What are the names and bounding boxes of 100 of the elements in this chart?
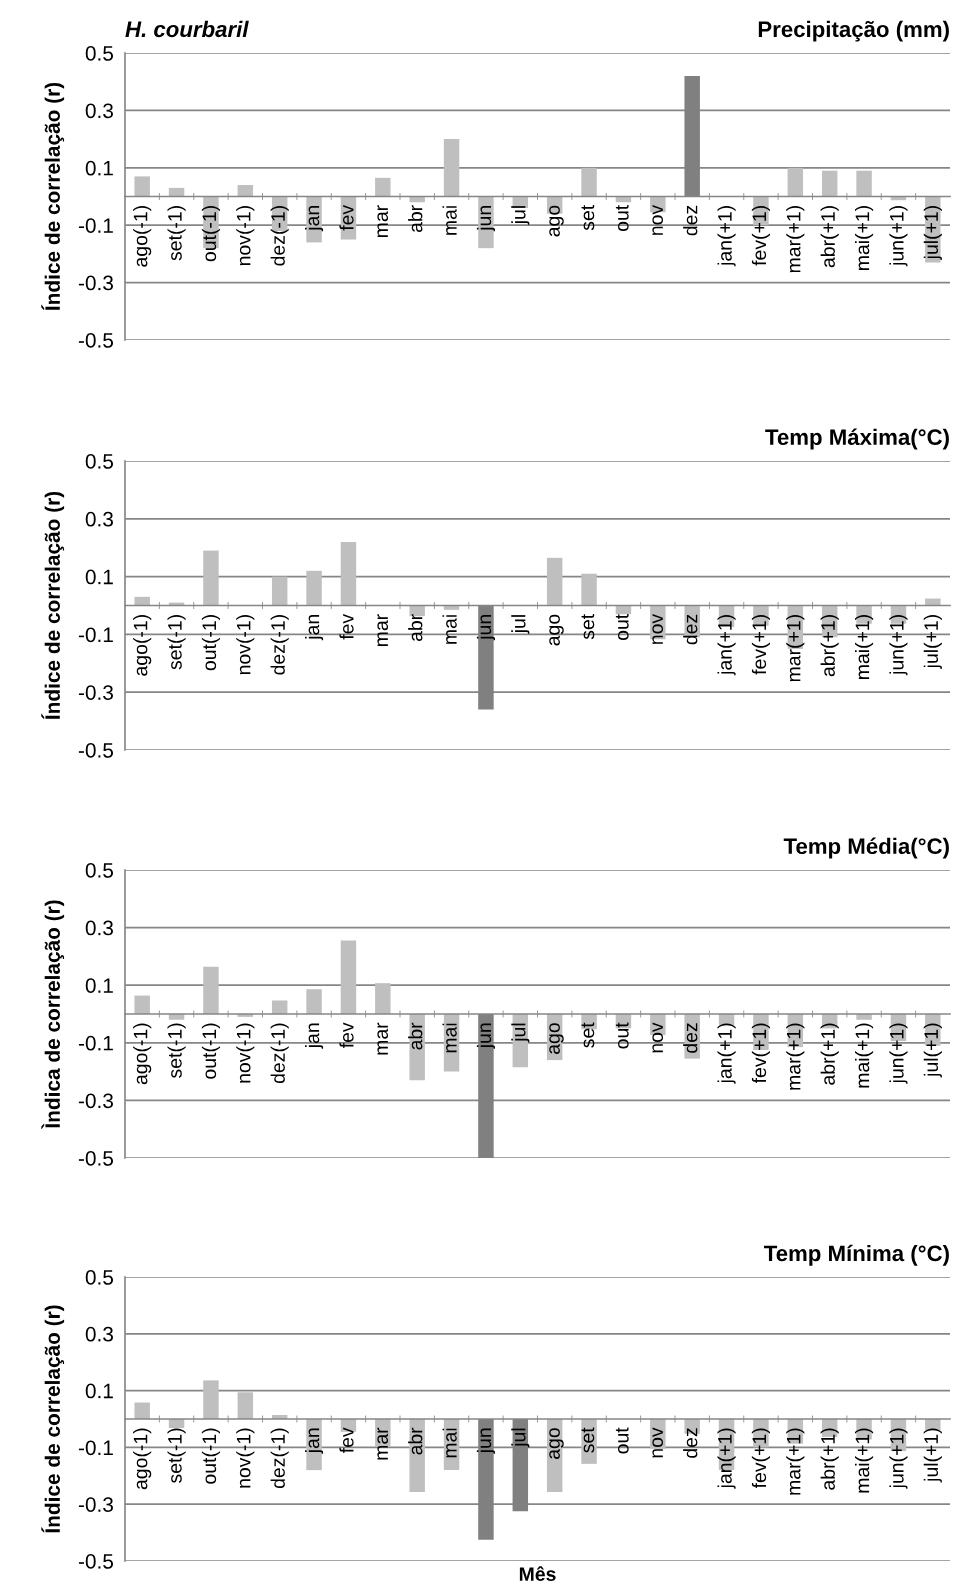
bar <box>134 1402 150 1419</box>
x-tick-label: fev(+1) <box>751 206 770 266</box>
y-tick-label: -0.1 <box>78 218 113 233</box>
y-tick-label: 0.1 <box>85 160 113 176</box>
bar <box>821 170 838 197</box>
chart-subtitle: H. courbaril <box>125 20 249 38</box>
bar <box>546 557 563 606</box>
bar <box>306 570 322 606</box>
x-tick-label: abr <box>408 205 423 233</box>
x-tick-label: set <box>581 1427 595 1453</box>
x-tick-label: dez(-1) <box>270 1428 289 1489</box>
bar <box>443 605 460 610</box>
chart-title: Temp Média(°C) <box>783 837 949 859</box>
x-tick-label: mai(+1) <box>855 206 874 270</box>
y-tick-label: -0.5 <box>78 333 114 348</box>
bar <box>134 596 150 606</box>
x-tick-label: mai <box>442 615 457 644</box>
x-tick-label: fev <box>339 1022 354 1048</box>
x-tick-label: abr <box>408 1022 423 1050</box>
x-tick-label: dez <box>683 1428 698 1458</box>
x-tick-label: mar <box>377 1427 389 1460</box>
chart-title: Temp Mínima (°C) <box>764 1244 949 1266</box>
x-tick-label: jul(+1) <box>923 1023 942 1078</box>
y-tick-label: 0.5 <box>85 863 114 878</box>
y-tick-label: -0.5 <box>78 1151 114 1166</box>
x-tick-label: ago(-1) <box>133 1023 152 1085</box>
bar <box>237 185 254 197</box>
x-tick-label: jul <box>511 206 530 225</box>
x-tick-label: fev(+1) <box>751 615 770 675</box>
x-tick-label: jan <box>305 1023 324 1049</box>
bar <box>856 170 872 197</box>
x-tick-label: fev(+1) <box>751 1428 770 1489</box>
x-tick-label: ago <box>549 205 564 237</box>
chart-title: Temp Máxima(°C) <box>765 428 949 450</box>
bar <box>409 1014 425 1081</box>
y-axis-title: Índice de correlação (r) <box>41 491 65 720</box>
x-tick-label: jun(+1) <box>889 615 908 676</box>
x-axis-title: Mês <box>519 1566 556 1581</box>
x-tick-label: mar(+1) <box>786 206 805 273</box>
x-tick-label: jul(+1) <box>923 615 942 669</box>
bar <box>203 550 219 606</box>
bar <box>134 176 150 197</box>
x-tick-label: mar(+1) <box>786 1023 805 1090</box>
x-tick-label: ago <box>549 1428 564 1459</box>
x-tick-label: mai <box>442 206 457 235</box>
bar <box>478 196 494 249</box>
x-tick-label: mai(+1) <box>855 615 874 679</box>
x-tick-label: abr <box>408 614 423 642</box>
y-tick-label: 0.5 <box>85 46 114 61</box>
y-tick-label: 0.5 <box>85 454 114 469</box>
x-tick-label: mai(+1) <box>855 1023 874 1088</box>
x-tick-label: set(-1) <box>167 1428 186 1483</box>
x-tick-label: jun(+1) <box>889 206 908 267</box>
x-tick-label: nov <box>652 613 664 644</box>
x-tick-label: out(-1) <box>201 1428 220 1484</box>
x-tick-label: dez <box>683 614 698 645</box>
x-tick-label: mar(+1) <box>786 1428 805 1495</box>
bar <box>203 1380 219 1419</box>
x-tick-label: jun(+1) <box>889 1023 908 1084</box>
x-tick-label: dez(-1) <box>270 615 289 675</box>
y-tick-label: 0.3 <box>85 103 113 119</box>
x-tick-label: set(-1) <box>167 206 186 261</box>
x-tick-label: jan <box>305 615 324 641</box>
bar <box>340 541 357 606</box>
x-tick-label: nov(-1) <box>236 1023 255 1083</box>
x-tick-label: out <box>615 204 629 232</box>
y-tick-label: 0.3 <box>85 511 113 527</box>
y-tick-label: 0.3 <box>85 920 113 936</box>
x-tick-label: fev(+1) <box>751 1023 770 1084</box>
x-tick-label: set(-1) <box>167 615 186 670</box>
y-axis-title: Índice de correlação (r) <box>41 1305 65 1533</box>
y-axis-title: Índice de correlação (r) <box>41 82 65 311</box>
bar <box>787 167 804 197</box>
chart-title: Precipitação (mm) <box>758 20 949 42</box>
x-tick-label: nov <box>652 204 664 235</box>
x-tick-label: jun(+1) <box>889 1428 908 1489</box>
x-tick-label: out(-1) <box>201 1023 220 1079</box>
y-tick-label: -0.1 <box>78 1035 113 1051</box>
x-tick-label: set <box>581 204 595 231</box>
x-tick-label: nov <box>652 1022 664 1053</box>
bar <box>409 196 425 203</box>
y-tick-label: -0.5 <box>78 1554 114 1569</box>
x-tick-label: set <box>581 613 595 640</box>
x-tick-label: ago <box>549 1023 564 1054</box>
x-tick-label: jun <box>476 1428 495 1454</box>
bar <box>306 989 322 1014</box>
x-tick-label: ago(-1) <box>133 206 152 267</box>
y-tick-label: -0.3 <box>78 275 113 291</box>
x-tick-label: out <box>615 1427 629 1454</box>
y-tick-label: 0.1 <box>85 978 113 993</box>
x-tick-label: nov(-1) <box>236 206 255 266</box>
x-tick-label: jan(+1) <box>717 615 736 676</box>
x-tick-label: dez <box>683 1023 698 1053</box>
bar <box>443 139 460 197</box>
x-tick-label: nov(-1) <box>236 615 255 675</box>
x-tick-label: abr(+1) <box>820 1023 839 1085</box>
x-tick-label: fev <box>339 1427 354 1453</box>
y-tick-label: 0.1 <box>85 569 113 585</box>
x-tick-label: mar(+1) <box>786 615 805 682</box>
x-tick-label: abr <box>408 1427 423 1455</box>
